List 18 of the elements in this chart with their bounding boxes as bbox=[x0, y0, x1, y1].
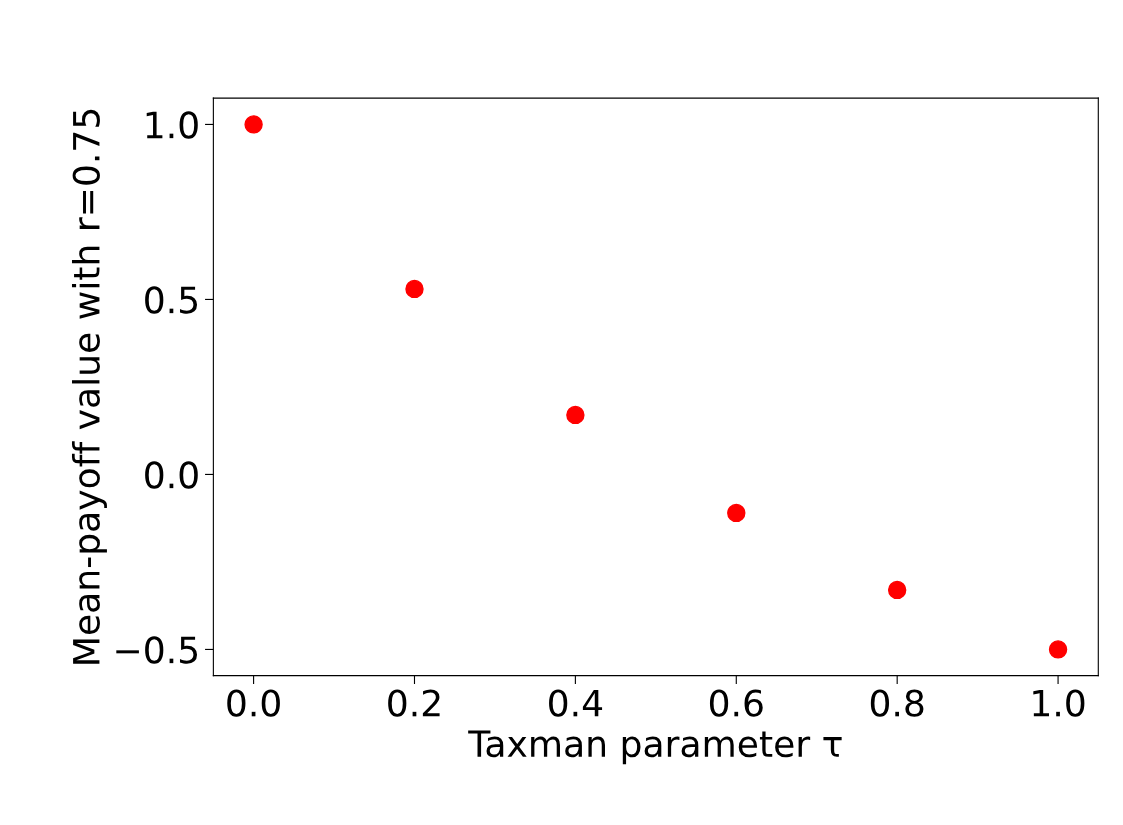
x-tick-label: 0.2 bbox=[388, 689, 440, 717]
x-tick-label: 0.0 bbox=[227, 689, 280, 717]
y-tick-label: −0.5 bbox=[116, 636, 198, 664]
y-tick-label: 0.5 bbox=[145, 286, 198, 314]
point bbox=[887, 580, 907, 600]
point bbox=[244, 115, 263, 134]
point bbox=[405, 279, 424, 299]
point bbox=[1048, 640, 1068, 659]
x-tick-label: 0.6 bbox=[709, 689, 763, 717]
x-tick-label: 1.0 bbox=[1033, 689, 1085, 717]
y-tick-label: 1.0 bbox=[146, 111, 198, 139]
x-tick-label: 0.8 bbox=[870, 689, 924, 717]
point bbox=[727, 503, 746, 523]
y-tick-label: 0.0 bbox=[145, 461, 198, 489]
point bbox=[566, 405, 585, 425]
x-axis-title: Taxman parameter τ bbox=[468, 730, 842, 765]
x-tick-label: 0.4 bbox=[549, 689, 603, 717]
y-axis-title: Mean-payoff value with r=0.75 bbox=[71, 109, 107, 664]
